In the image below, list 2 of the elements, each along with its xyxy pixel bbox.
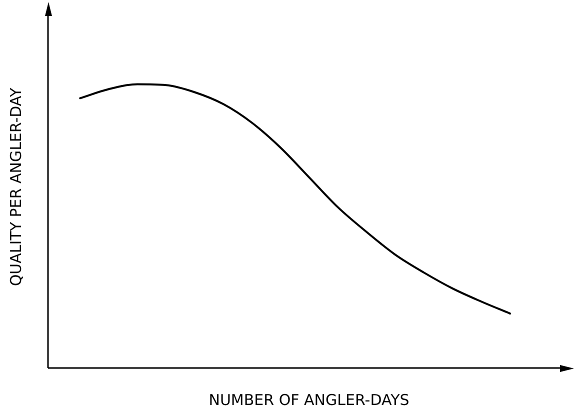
x-axis-title: NUMBER OF ANGLER-DAYS	[208, 390, 410, 409]
y-axis-title: QUALITY PER ANGLER-DAY	[6, 86, 25, 286]
